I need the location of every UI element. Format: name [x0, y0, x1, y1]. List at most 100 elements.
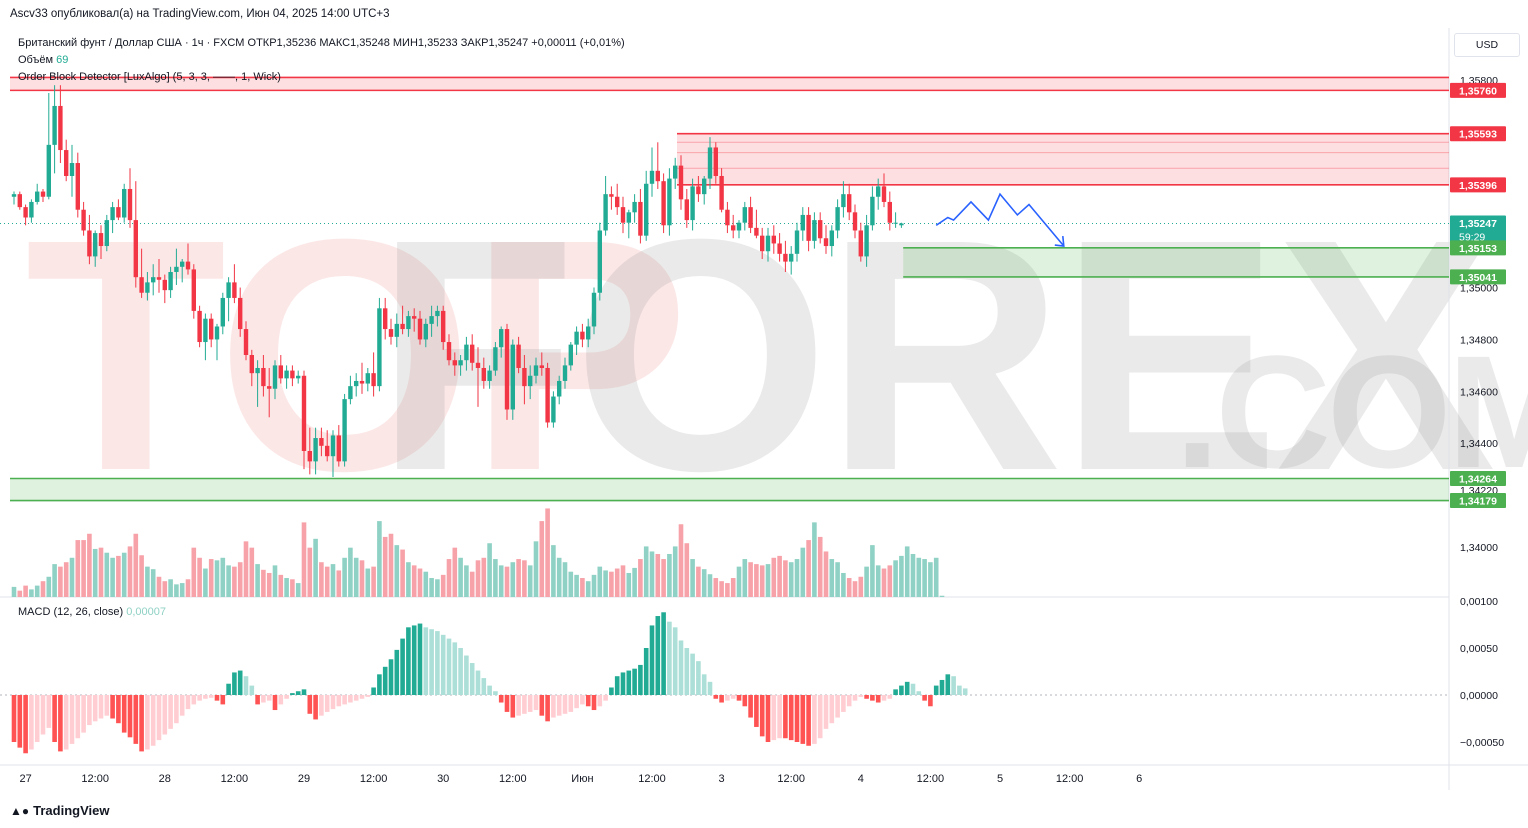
watermark-middle: FOREX: [375, 170, 1496, 539]
macd-histogram-bar: [585, 695, 591, 707]
volume-bar: [817, 536, 823, 597]
candle-body: [458, 360, 463, 366]
macd-histogram-bar: [29, 695, 34, 750]
macd-histogram-bar: [696, 661, 701, 695]
volume-legend[interactable]: Объём 69: [18, 52, 625, 69]
volume-bar: [272, 565, 278, 597]
macd-histogram-bar: [556, 695, 562, 716]
volume-bar: [17, 590, 23, 597]
volume-bar: [342, 557, 347, 597]
macd-histogram-bar: [324, 695, 330, 712]
macd-histogram-bar: [771, 695, 777, 741]
volume-bar: [591, 574, 597, 597]
candle-body: [116, 207, 121, 218]
macd-histogram-bar: [63, 695, 69, 750]
candle-body: [104, 220, 109, 247]
macd-histogram-bar: [23, 695, 28, 754]
macd-histogram-bar: [719, 695, 724, 703]
volume-bar: [324, 566, 330, 597]
macd-histogram-bar: [655, 616, 661, 695]
candle-body: [794, 230, 800, 254]
macd-histogram-bar: [81, 695, 86, 733]
macd-legend[interactable]: MACD (12, 26, close) 0,00007: [18, 606, 166, 618]
time-axis-tick-label: 4: [858, 773, 864, 785]
volume-bar: [336, 570, 342, 597]
time-axis-tick-label: Июн: [571, 773, 593, 785]
macd-histogram-bar: [406, 627, 411, 695]
candle-body: [307, 451, 312, 462]
volume-bar: [498, 565, 504, 597]
price-axis-tick-label: 1,34400: [1460, 438, 1498, 450]
price-axis-tick-label: 1,34000: [1460, 542, 1498, 554]
candle-body: [151, 277, 156, 283]
time-axis-tick-label: 12:00: [81, 773, 109, 785]
macd-histogram-bar: [754, 695, 759, 727]
volume-bar: [133, 533, 139, 597]
macd-histogram-bar: [34, 695, 40, 742]
volume-bar: [632, 567, 637, 597]
volume-bar: [406, 562, 411, 597]
symbol-legend[interactable]: Британский фунт / Доллар США · 1ч · FXCM…: [18, 37, 625, 49]
candle-body: [17, 194, 22, 208]
candle-body: [470, 344, 475, 363]
volume-bar: [237, 562, 243, 597]
order-block-bullish-zone: [10, 478, 1449, 501]
volume-bar: [191, 547, 197, 597]
volume-bar: [933, 557, 939, 597]
volume-bar: [179, 583, 185, 597]
volume-bar: [150, 569, 156, 597]
indicator-legend[interactable]: Order Block Detector [LuxAlgo] (5, 3, 3,…: [18, 71, 281, 83]
macd-histogram-bar: [777, 695, 782, 739]
candle-body: [899, 223, 904, 226]
candle-body: [516, 344, 521, 368]
volume-bar: [788, 562, 794, 597]
candle-body: [69, 163, 75, 176]
volume-legend-label: Объём: [18, 54, 54, 66]
macd-histogram-bar: [649, 625, 655, 695]
macd-histogram-bar: [748, 695, 753, 718]
macd-histogram-bar: [487, 685, 492, 695]
volume-bar: [174, 584, 179, 597]
time-axis-tick-label: 5: [997, 773, 1003, 785]
volume-bar: [603, 570, 608, 597]
macd-histogram-bar: [382, 666, 388, 695]
volume-bar: [481, 557, 487, 597]
time-axis-tick-label: 3: [719, 773, 725, 785]
macd-histogram-bar: [672, 627, 678, 695]
macd-histogram-bar: [342, 695, 347, 705]
time-axis-tick-label: 12:00: [777, 773, 805, 785]
volume-bar: [928, 562, 933, 597]
candle-body: [696, 186, 701, 195]
volume-bar: [400, 549, 405, 597]
volume-bar: [261, 569, 266, 597]
candle-body: [551, 396, 556, 423]
candle-body: [446, 342, 452, 361]
currency-button[interactable]: USD: [1454, 33, 1520, 57]
candle-body: [574, 331, 579, 345]
volume-bar: [742, 559, 748, 597]
volume-bar: [516, 559, 521, 597]
macd-histogram-bar: [458, 648, 463, 695]
macd-histogram-bar: [278, 695, 284, 705]
price-tag-label: 1,34264: [1459, 474, 1497, 486]
candle-body: [29, 201, 34, 218]
volume-bar: [765, 564, 771, 597]
macd-histogram-bar: [794, 695, 800, 742]
candle-body: [336, 435, 341, 462]
macd-histogram-bar: [272, 695, 278, 711]
macd-axis-tick-label: 0,00100: [1460, 596, 1498, 608]
macd-histogram-bar: [829, 695, 835, 724]
macd-histogram-bar: [574, 695, 579, 709]
volume-bar: [922, 559, 927, 597]
candle-body: [562, 365, 568, 381]
volume-bar: [162, 581, 168, 597]
macd-histogram-bar: [371, 687, 376, 695]
time-axis-tick-label: 29: [298, 773, 310, 785]
tradingview-logo[interactable]: ▲● TradingView: [10, 803, 109, 818]
macd-histogram-bar: [638, 664, 643, 695]
macd-histogram-bar: [922, 695, 927, 701]
macd-histogram-bar: [875, 695, 881, 703]
volume-bar: [806, 540, 811, 597]
volume-bar: [649, 551, 655, 597]
